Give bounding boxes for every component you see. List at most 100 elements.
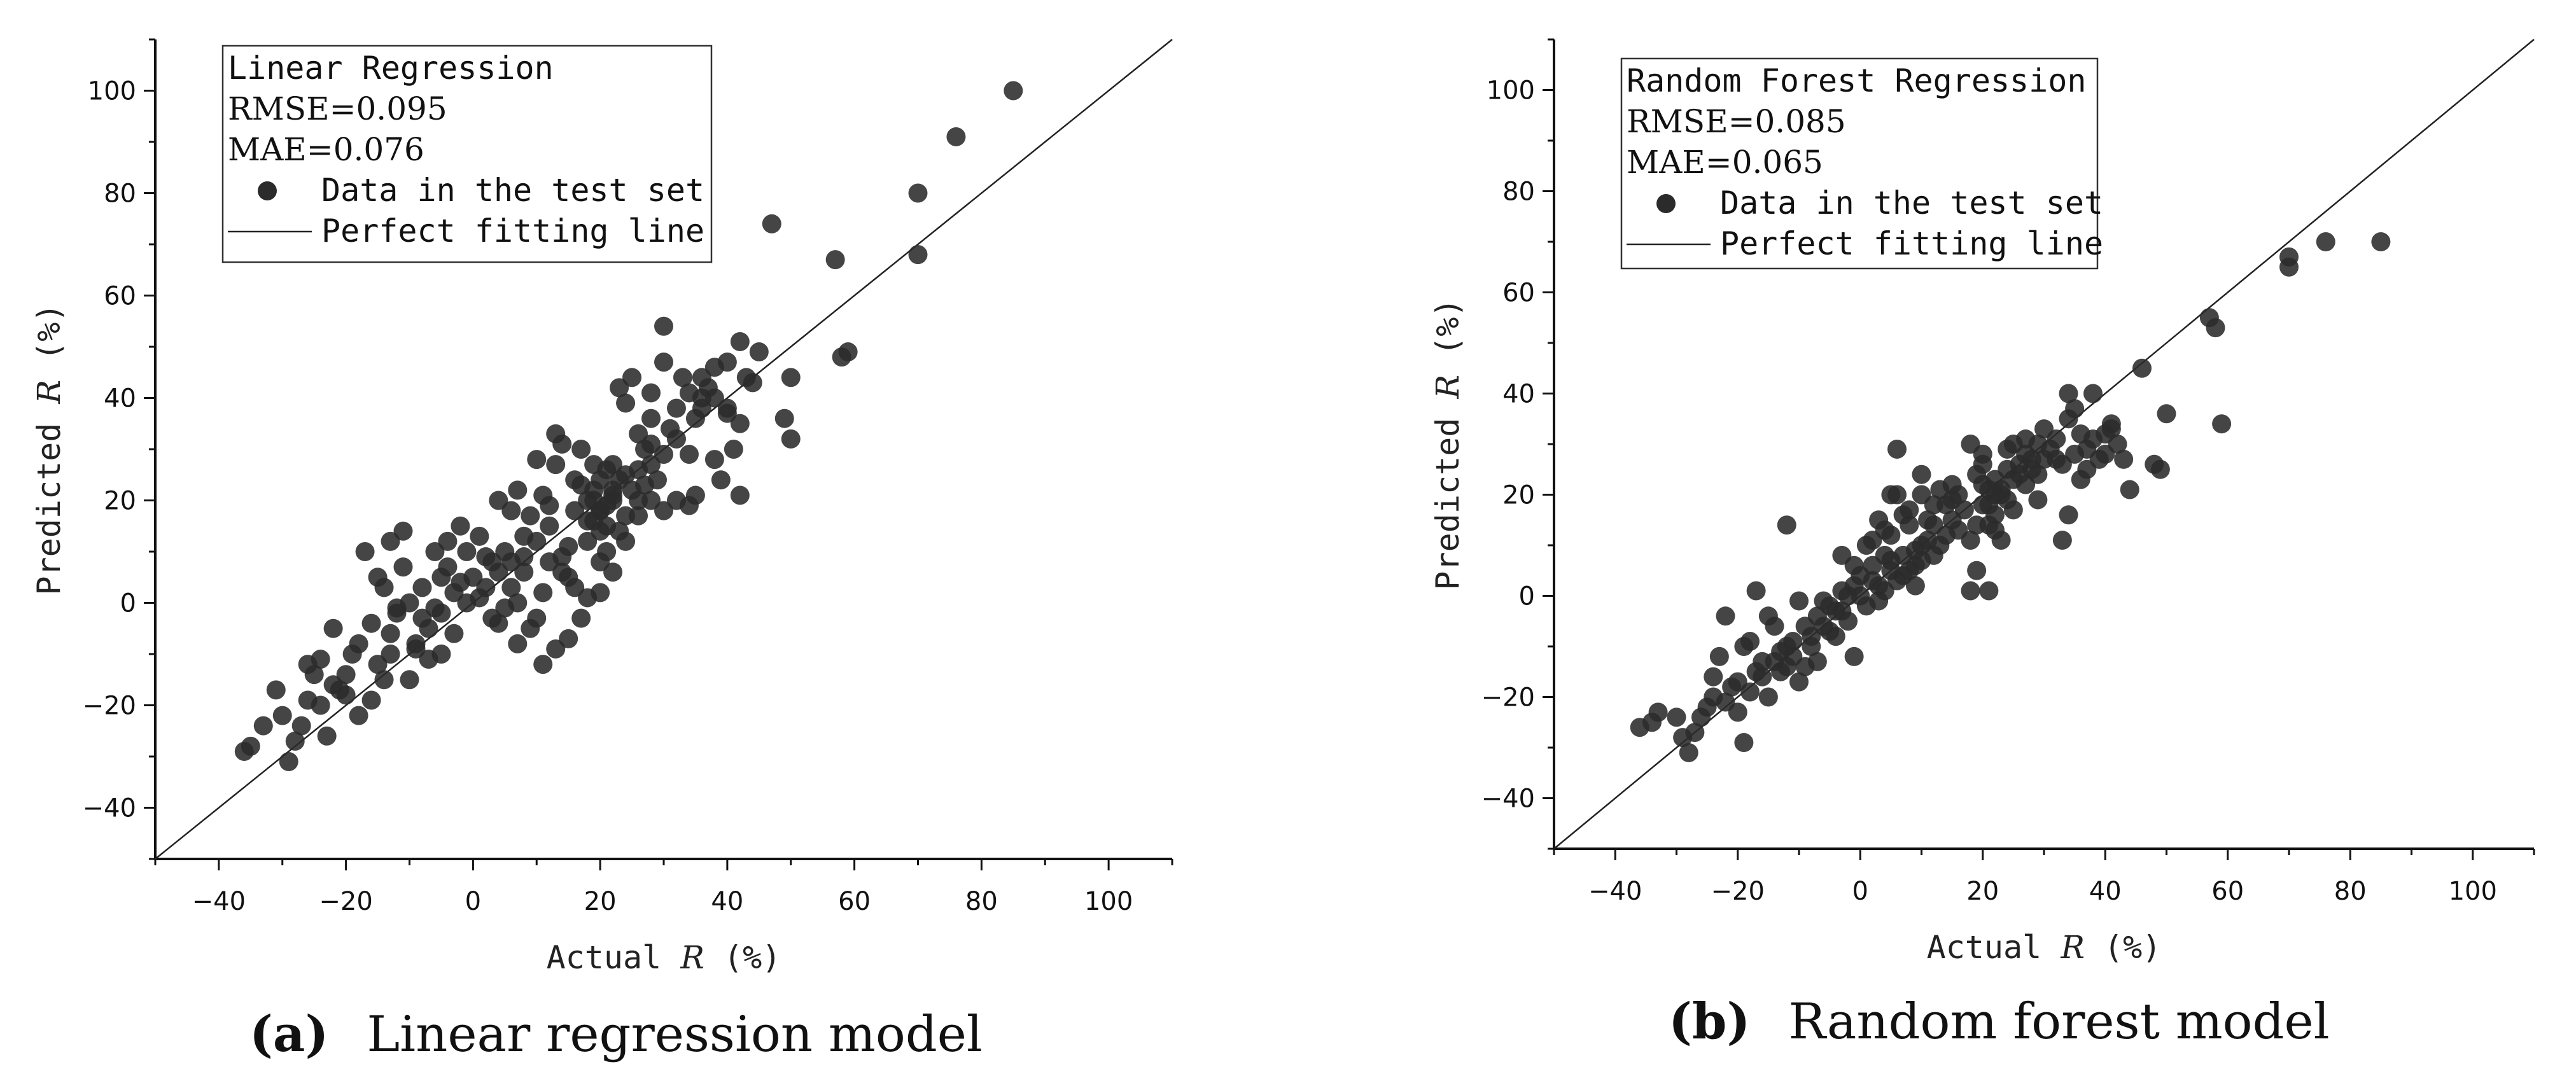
data-point bbox=[781, 368, 801, 387]
data-point bbox=[578, 491, 598, 510]
data-point bbox=[2145, 454, 2164, 474]
caption-b-text: Random forest model bbox=[1788, 993, 2330, 1050]
data-point bbox=[501, 501, 521, 520]
data-point bbox=[253, 716, 273, 736]
data-point bbox=[2016, 475, 2036, 494]
data-point bbox=[2089, 449, 2109, 469]
data-point bbox=[654, 316, 673, 336]
x-tick-label: 20 bbox=[584, 887, 617, 916]
data-point bbox=[571, 608, 591, 628]
data-point bbox=[2059, 384, 2078, 403]
data-point bbox=[1942, 490, 1962, 510]
data-point bbox=[1967, 515, 1987, 535]
data-point bbox=[1863, 571, 1882, 590]
data-point bbox=[1985, 470, 2005, 489]
legend-points-label: Data in the test set bbox=[1720, 185, 2103, 221]
legend-rmse: RMSE=0.095 bbox=[228, 90, 447, 127]
data-point bbox=[825, 250, 845, 270]
data-point bbox=[622, 368, 642, 387]
y-axis-title: Predicted R (%) bbox=[31, 303, 67, 595]
data-point bbox=[412, 578, 432, 597]
y-tick-label: −40 bbox=[1481, 785, 1535, 814]
data-point bbox=[2052, 531, 2072, 550]
y-tick-label: −20 bbox=[1481, 683, 1535, 713]
data-point bbox=[1746, 581, 1766, 601]
data-point bbox=[323, 618, 343, 638]
data-point bbox=[616, 531, 636, 551]
caption-b: (b) Random forest model bbox=[1669, 993, 2330, 1050]
data-point bbox=[419, 650, 438, 669]
data-point bbox=[552, 562, 572, 582]
legend-line-label: Perfect fitting line bbox=[321, 213, 704, 249]
data-point bbox=[546, 424, 566, 443]
data-point bbox=[1844, 646, 1864, 666]
data-point bbox=[470, 526, 489, 546]
legend-point-marker bbox=[1656, 194, 1676, 213]
data-point bbox=[2206, 318, 2225, 338]
data-point bbox=[908, 245, 928, 265]
data-point bbox=[1961, 435, 1980, 454]
data-point bbox=[565, 501, 585, 520]
data-point bbox=[1753, 667, 1772, 687]
x-tick-label: −20 bbox=[1711, 877, 1765, 906]
y-tick-label: 20 bbox=[104, 487, 136, 516]
y-tick-label: 0 bbox=[120, 589, 136, 618]
data-point bbox=[489, 562, 508, 582]
data-point bbox=[1758, 606, 1778, 626]
data-point bbox=[2059, 505, 2078, 525]
legend-mae: MAE=0.076 bbox=[228, 131, 424, 168]
data-point bbox=[603, 562, 623, 582]
x-tick-label: −20 bbox=[319, 887, 372, 916]
data-point bbox=[730, 331, 750, 351]
data-point bbox=[673, 368, 692, 387]
data-point bbox=[1973, 495, 1992, 515]
data-point bbox=[400, 593, 419, 613]
data-point bbox=[1777, 637, 1796, 656]
data-point bbox=[666, 398, 686, 418]
panel-a: −40 −20 0 20 40 60 80 100 −40 −20 0 20 40 60 80 100 Actu… bbox=[31, 38, 1173, 976]
data-point bbox=[1789, 591, 1809, 611]
data-point bbox=[533, 583, 553, 603]
x-tick-label: −40 bbox=[192, 887, 246, 916]
data-point bbox=[1777, 515, 1796, 535]
data-point bbox=[1973, 454, 1992, 474]
data-point bbox=[317, 726, 337, 746]
data-point bbox=[425, 598, 445, 618]
data-point bbox=[1905, 576, 1925, 596]
data-point bbox=[679, 445, 699, 464]
data-point bbox=[654, 352, 673, 372]
data-point bbox=[711, 470, 731, 490]
data-point bbox=[285, 731, 305, 751]
data-point bbox=[629, 460, 648, 480]
data-point bbox=[546, 639, 566, 659]
panel-b: −40 −20 0 20 40 60 80 100 −40 −20 0 20 40 60 80 100 Actu… bbox=[1429, 38, 2535, 966]
data-point bbox=[476, 547, 496, 567]
data-point bbox=[508, 480, 528, 500]
data-point bbox=[2279, 257, 2299, 277]
data-point bbox=[1998, 439, 2017, 459]
data-point bbox=[1814, 591, 1833, 611]
data-point bbox=[1716, 606, 1735, 626]
data-point bbox=[1807, 652, 1827, 671]
data-point bbox=[406, 639, 426, 659]
data-point bbox=[1881, 550, 1901, 570]
x-tick-label: 40 bbox=[2089, 877, 2122, 906]
x-tick-label: 40 bbox=[711, 887, 743, 916]
legend-box bbox=[1620, 57, 2099, 270]
data-point bbox=[724, 440, 743, 459]
y-tick-label: 40 bbox=[1502, 380, 1535, 409]
x-tick-label: 100 bbox=[1084, 887, 1133, 916]
data-point bbox=[641, 383, 661, 403]
data-point bbox=[1991, 531, 2011, 550]
data-point bbox=[730, 485, 750, 505]
x-tick-label: 100 bbox=[2449, 877, 2497, 906]
x-tick-label: 60 bbox=[2211, 877, 2244, 906]
data-point bbox=[508, 593, 528, 613]
data-point bbox=[1728, 672, 1747, 692]
data-point bbox=[361, 690, 381, 710]
data-point bbox=[781, 429, 801, 449]
data-point bbox=[381, 624, 400, 643]
data-point bbox=[527, 450, 547, 470]
data-point bbox=[629, 491, 648, 510]
